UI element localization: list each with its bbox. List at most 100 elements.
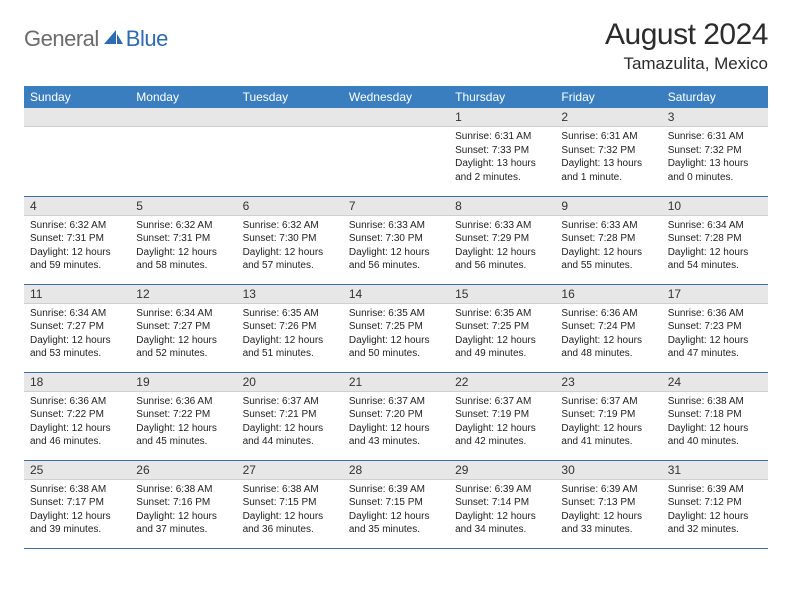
cell-body <box>24 127 130 134</box>
cell-body: Sunrise: 6:33 AMSunset: 7:28 PMDaylight:… <box>555 216 661 277</box>
cell-body: Sunrise: 6:31 AMSunset: 7:32 PMDaylight:… <box>555 127 661 188</box>
calendar-week-row: 4Sunrise: 6:32 AMSunset: 7:31 PMDaylight… <box>24 196 768 284</box>
day-header: Sunday <box>24 86 130 108</box>
day-number: 31 <box>662 461 768 480</box>
day-header: Friday <box>555 86 661 108</box>
sunset-text: Sunset: 7:27 PM <box>30 320 124 334</box>
sunrise-text: Sunrise: 6:31 AM <box>561 130 655 144</box>
sunrise-text: Sunrise: 6:33 AM <box>349 219 443 233</box>
cell-body <box>343 127 449 134</box>
cell-body: Sunrise: 6:31 AMSunset: 7:33 PMDaylight:… <box>449 127 555 188</box>
sunset-text: Sunset: 7:31 PM <box>136 232 230 246</box>
calendar-cell: 13Sunrise: 6:35 AMSunset: 7:26 PMDayligh… <box>237 284 343 372</box>
calendar-cell: 28Sunrise: 6:39 AMSunset: 7:15 PMDayligh… <box>343 460 449 548</box>
calendar-cell <box>24 108 130 196</box>
day-number: 29 <box>449 461 555 480</box>
daylight-text: Daylight: 12 hours and 56 minutes. <box>349 246 443 273</box>
daylight-text: Daylight: 13 hours and 0 minutes. <box>668 157 762 184</box>
day-number: 11 <box>24 285 130 304</box>
sunset-text: Sunset: 7:22 PM <box>30 408 124 422</box>
daylight-text: Daylight: 12 hours and 59 minutes. <box>30 246 124 273</box>
calendar-cell: 26Sunrise: 6:38 AMSunset: 7:16 PMDayligh… <box>130 460 236 548</box>
calendar-cell: 7Sunrise: 6:33 AMSunset: 7:30 PMDaylight… <box>343 196 449 284</box>
logo-text-general: General <box>24 26 99 52</box>
calendar-cell: 1Sunrise: 6:31 AMSunset: 7:33 PMDaylight… <box>449 108 555 196</box>
calendar-week-row: 1Sunrise: 6:31 AMSunset: 7:33 PMDaylight… <box>24 108 768 196</box>
day-number: 20 <box>237 373 343 392</box>
sunrise-text: Sunrise: 6:36 AM <box>30 395 124 409</box>
day-number: 24 <box>662 373 768 392</box>
sunrise-text: Sunrise: 6:38 AM <box>30 483 124 497</box>
cell-body: Sunrise: 6:39 AMSunset: 7:13 PMDaylight:… <box>555 480 661 541</box>
cell-body: Sunrise: 6:36 AMSunset: 7:22 PMDaylight:… <box>24 392 130 453</box>
sunset-text: Sunset: 7:13 PM <box>561 496 655 510</box>
sunrise-text: Sunrise: 6:34 AM <box>136 307 230 321</box>
sunset-text: Sunset: 7:22 PM <box>136 408 230 422</box>
sunrise-text: Sunrise: 6:37 AM <box>455 395 549 409</box>
calendar-week-row: 11Sunrise: 6:34 AMSunset: 7:27 PMDayligh… <box>24 284 768 372</box>
cell-body: Sunrise: 6:38 AMSunset: 7:17 PMDaylight:… <box>24 480 130 541</box>
day-number: 2 <box>555 108 661 127</box>
calendar-cell: 29Sunrise: 6:39 AMSunset: 7:14 PMDayligh… <box>449 460 555 548</box>
calendar-table: Sunday Monday Tuesday Wednesday Thursday… <box>24 86 768 549</box>
daylight-text: Daylight: 12 hours and 32 minutes. <box>668 510 762 537</box>
cell-body: Sunrise: 6:31 AMSunset: 7:32 PMDaylight:… <box>662 127 768 188</box>
page-header: General Blue August 2024 Tamazulita, Mex… <box>24 18 768 74</box>
day-number: 7 <box>343 197 449 216</box>
sunrise-text: Sunrise: 6:36 AM <box>136 395 230 409</box>
calendar-cell: 3Sunrise: 6:31 AMSunset: 7:32 PMDaylight… <box>662 108 768 196</box>
daylight-text: Daylight: 12 hours and 33 minutes. <box>561 510 655 537</box>
cell-body: Sunrise: 6:34 AMSunset: 7:27 PMDaylight:… <box>130 304 236 365</box>
sunrise-text: Sunrise: 6:31 AM <box>455 130 549 144</box>
day-header: Monday <box>130 86 236 108</box>
sunset-text: Sunset: 7:32 PM <box>561 144 655 158</box>
calendar-cell: 18Sunrise: 6:36 AMSunset: 7:22 PMDayligh… <box>24 372 130 460</box>
cell-body: Sunrise: 6:33 AMSunset: 7:29 PMDaylight:… <box>449 216 555 277</box>
cell-body: Sunrise: 6:35 AMSunset: 7:25 PMDaylight:… <box>449 304 555 365</box>
sunset-text: Sunset: 7:12 PM <box>668 496 762 510</box>
daylight-text: Daylight: 12 hours and 49 minutes. <box>455 334 549 361</box>
daylight-text: Daylight: 12 hours and 43 minutes. <box>349 422 443 449</box>
sunrise-text: Sunrise: 6:36 AM <box>668 307 762 321</box>
daylight-text: Daylight: 12 hours and 52 minutes. <box>136 334 230 361</box>
sunrise-text: Sunrise: 6:38 AM <box>668 395 762 409</box>
day-number: 21 <box>343 373 449 392</box>
sunset-text: Sunset: 7:28 PM <box>561 232 655 246</box>
day-number: 27 <box>237 461 343 480</box>
sunset-text: Sunset: 7:17 PM <box>30 496 124 510</box>
day-number: 19 <box>130 373 236 392</box>
daylight-text: Daylight: 12 hours and 46 minutes. <box>30 422 124 449</box>
calendar-cell: 4Sunrise: 6:32 AMSunset: 7:31 PMDaylight… <box>24 196 130 284</box>
sunrise-text: Sunrise: 6:34 AM <box>668 219 762 233</box>
calendar-cell <box>237 108 343 196</box>
sunrise-text: Sunrise: 6:32 AM <box>136 219 230 233</box>
day-number: 26 <box>130 461 236 480</box>
day-number: 17 <box>662 285 768 304</box>
cell-body: Sunrise: 6:38 AMSunset: 7:16 PMDaylight:… <box>130 480 236 541</box>
sunset-text: Sunset: 7:23 PM <box>668 320 762 334</box>
day-number-empty <box>130 108 236 127</box>
calendar-head: Sunday Monday Tuesday Wednesday Thursday… <box>24 86 768 108</box>
month-title: August 2024 <box>605 18 768 52</box>
day-number: 4 <box>24 197 130 216</box>
cell-body <box>130 127 236 134</box>
day-number: 5 <box>130 197 236 216</box>
calendar-cell: 8Sunrise: 6:33 AMSunset: 7:29 PMDaylight… <box>449 196 555 284</box>
daylight-text: Daylight: 12 hours and 36 minutes. <box>243 510 337 537</box>
cell-body: Sunrise: 6:36 AMSunset: 7:23 PMDaylight:… <box>662 304 768 365</box>
sunset-text: Sunset: 7:19 PM <box>561 408 655 422</box>
cell-body: Sunrise: 6:32 AMSunset: 7:31 PMDaylight:… <box>130 216 236 277</box>
sunrise-text: Sunrise: 6:38 AM <box>243 483 337 497</box>
logo: General Blue <box>24 18 168 52</box>
cell-body: Sunrise: 6:37 AMSunset: 7:19 PMDaylight:… <box>555 392 661 453</box>
calendar-cell: 21Sunrise: 6:37 AMSunset: 7:20 PMDayligh… <box>343 372 449 460</box>
daylight-text: Daylight: 13 hours and 1 minute. <box>561 157 655 184</box>
day-number-empty <box>237 108 343 127</box>
calendar-cell: 25Sunrise: 6:38 AMSunset: 7:17 PMDayligh… <box>24 460 130 548</box>
sunrise-text: Sunrise: 6:35 AM <box>349 307 443 321</box>
sunrise-text: Sunrise: 6:39 AM <box>455 483 549 497</box>
day-number: 30 <box>555 461 661 480</box>
day-number: 10 <box>662 197 768 216</box>
sunset-text: Sunset: 7:21 PM <box>243 408 337 422</box>
cell-body: Sunrise: 6:34 AMSunset: 7:27 PMDaylight:… <box>24 304 130 365</box>
